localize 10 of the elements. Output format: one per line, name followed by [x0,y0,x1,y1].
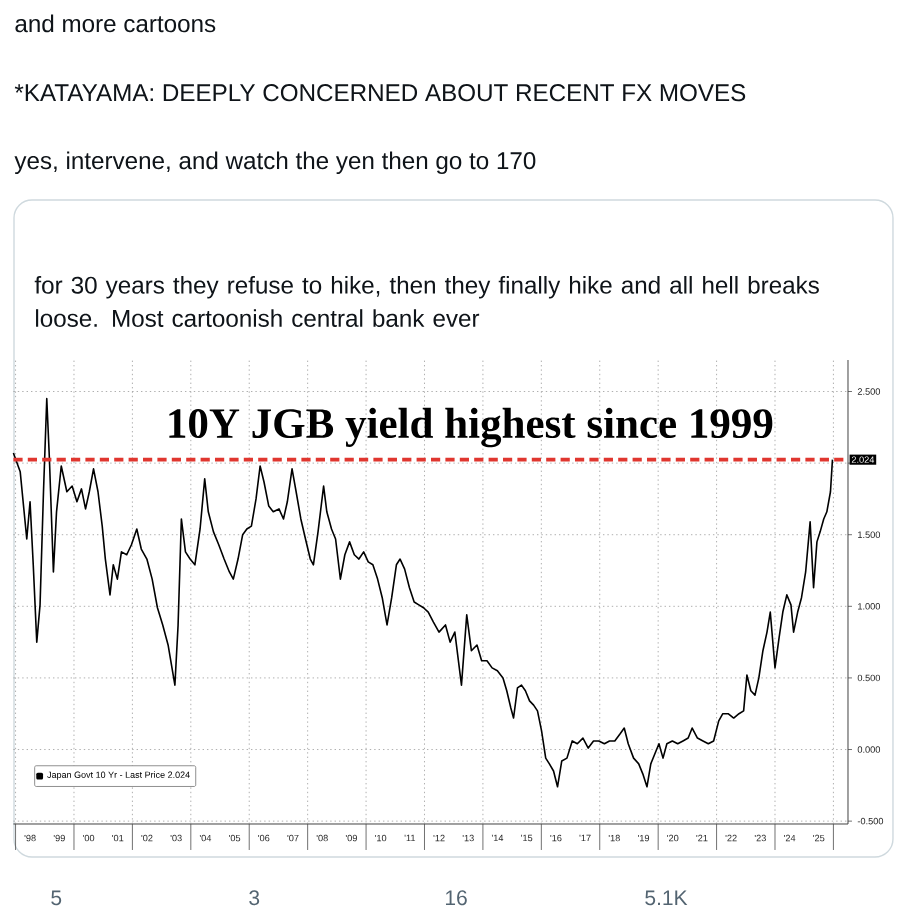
text: and more cartoons [15,14,216,33]
text: yes, intervene, and watch the yen then go to 170 [14,151,536,175]
text: for 30 years they refuse to hike, then they finally hike and all hell breaks loose. Most cartoonish central bank ever [34,276,819,327]
text: 16 [445,890,467,906]
text: 5.1K [645,890,688,906]
ref-line-label: 10Y JGB yield highest since 1999 [169,407,773,448]
text: 5 [51,890,62,906]
text: *KATAYAMA: DEEPLY CONCERNED ABOUT RECENT FX MOVES [14,84,746,102]
line-series [12,397,834,788]
text: 3 [249,890,260,906]
